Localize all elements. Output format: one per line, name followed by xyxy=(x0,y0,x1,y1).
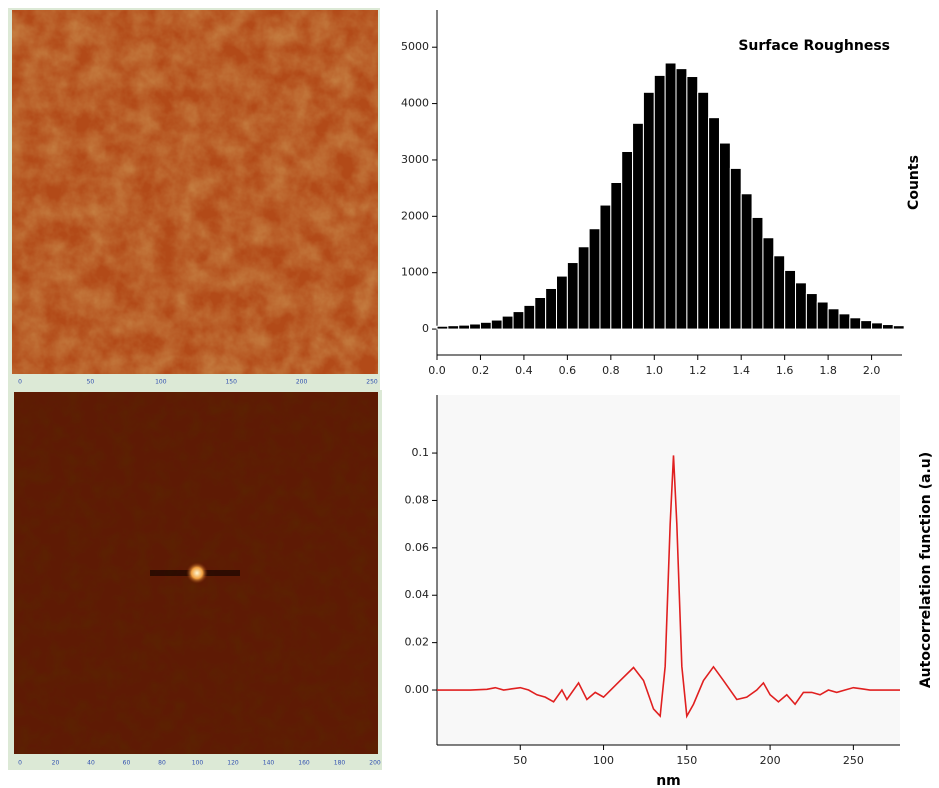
image-tick-label: 200 xyxy=(369,760,381,767)
bar xyxy=(718,142,731,330)
image-tick-label: 250 xyxy=(366,379,378,386)
image-tick-label: 150 xyxy=(225,379,237,386)
bar xyxy=(642,91,655,330)
image-tick-label: 120 xyxy=(227,760,239,767)
bar xyxy=(436,325,449,330)
x-tick-label: 150 xyxy=(676,754,697,767)
bar xyxy=(860,320,873,330)
image-tick-label: 140 xyxy=(263,760,275,767)
image-tick-label: 40 xyxy=(87,760,95,767)
chart-title: Surface Roughness xyxy=(738,38,890,54)
bar xyxy=(675,68,688,330)
y-axis-label: Counts xyxy=(906,155,922,210)
bar xyxy=(871,322,883,330)
x-tick-label: 0.4 xyxy=(515,364,533,377)
x-tick-label: 0.8 xyxy=(602,364,620,377)
image-tick-label: 20 xyxy=(52,760,60,767)
y-tick-label: 0.1 xyxy=(412,446,430,459)
bar xyxy=(479,321,492,330)
x-tick-label: 1.0 xyxy=(646,364,664,377)
bar xyxy=(447,325,460,330)
y-tick-label: 0 xyxy=(422,322,429,335)
bar xyxy=(740,193,753,330)
x-tick-label: 2.0 xyxy=(863,364,881,377)
x-tick-label: 0.0 xyxy=(428,364,446,377)
bar xyxy=(729,167,742,330)
y-axis-label: Autocorrelation function (a.u) xyxy=(918,452,934,688)
bar xyxy=(599,204,612,330)
y-tick-label: 5000 xyxy=(401,40,429,53)
bar xyxy=(621,150,634,330)
bar xyxy=(556,275,568,330)
bar xyxy=(816,301,829,330)
bar xyxy=(610,182,623,330)
x-tick-label: 0.6 xyxy=(559,364,577,377)
y-tick-label: 3000 xyxy=(401,153,429,166)
x-tick-label: 1.6 xyxy=(776,364,794,377)
bar xyxy=(501,315,514,330)
bar xyxy=(795,282,807,330)
x-axis-label: nm xyxy=(656,773,681,788)
bar xyxy=(849,317,862,330)
bar xyxy=(686,76,699,330)
bar xyxy=(523,304,536,330)
afm-texture xyxy=(12,10,378,374)
image-tick-label: 0 xyxy=(18,379,22,386)
image-tick-label: 60 xyxy=(123,760,131,767)
bar xyxy=(881,324,894,330)
image-tick-label: 200 xyxy=(296,379,308,386)
bar xyxy=(577,246,590,330)
image-tick-label: 160 xyxy=(298,760,310,767)
bar xyxy=(664,62,677,330)
y-tick-label: 2000 xyxy=(401,209,429,222)
y-tick-label: 0.00 xyxy=(405,683,430,696)
image-tick-label: 80 xyxy=(158,760,166,767)
image-tick-label: 100 xyxy=(155,379,167,386)
bar xyxy=(751,216,764,330)
x-tick-label: 250 xyxy=(843,754,864,767)
y-tick-label: 0.08 xyxy=(405,493,430,506)
bar xyxy=(512,311,525,330)
bar xyxy=(458,324,471,330)
y-tick-label: 1000 xyxy=(401,266,429,279)
bar xyxy=(469,323,481,330)
line xyxy=(437,455,900,719)
y-tick-label: 0.06 xyxy=(405,541,430,554)
bar xyxy=(632,122,644,330)
bar xyxy=(892,325,905,330)
image-tick-label: 0 xyxy=(18,760,22,767)
bar xyxy=(534,297,547,330)
bar xyxy=(838,313,851,330)
acf-peak xyxy=(186,562,208,584)
bar xyxy=(566,262,579,330)
bar xyxy=(805,293,818,330)
y-tick-label: 4000 xyxy=(401,97,429,110)
x-tick-label: 1.2 xyxy=(689,364,707,377)
image-tick-label: 180 xyxy=(334,760,346,767)
bar xyxy=(762,237,775,330)
bar xyxy=(784,269,797,330)
x-tick-label: 0.2 xyxy=(472,364,490,377)
x-tick-label: 1.8 xyxy=(819,364,837,377)
x-tick-label: 50 xyxy=(513,754,527,767)
x-tick-label: 1.4 xyxy=(732,364,750,377)
bar xyxy=(545,287,558,330)
bar xyxy=(588,228,601,330)
x-tick-label: 100 xyxy=(593,754,614,767)
x-tick-label: 200 xyxy=(760,754,781,767)
image-tick-label: 50 xyxy=(87,379,95,386)
bar xyxy=(653,74,666,330)
bar xyxy=(697,91,710,330)
bar xyxy=(708,117,720,330)
bar xyxy=(490,319,503,330)
y-tick-label: 0.04 xyxy=(405,588,430,601)
bar xyxy=(827,308,840,330)
image-tick-label: 100 xyxy=(192,760,204,767)
bar xyxy=(773,255,786,330)
y-tick-label: 0.02 xyxy=(405,636,430,649)
